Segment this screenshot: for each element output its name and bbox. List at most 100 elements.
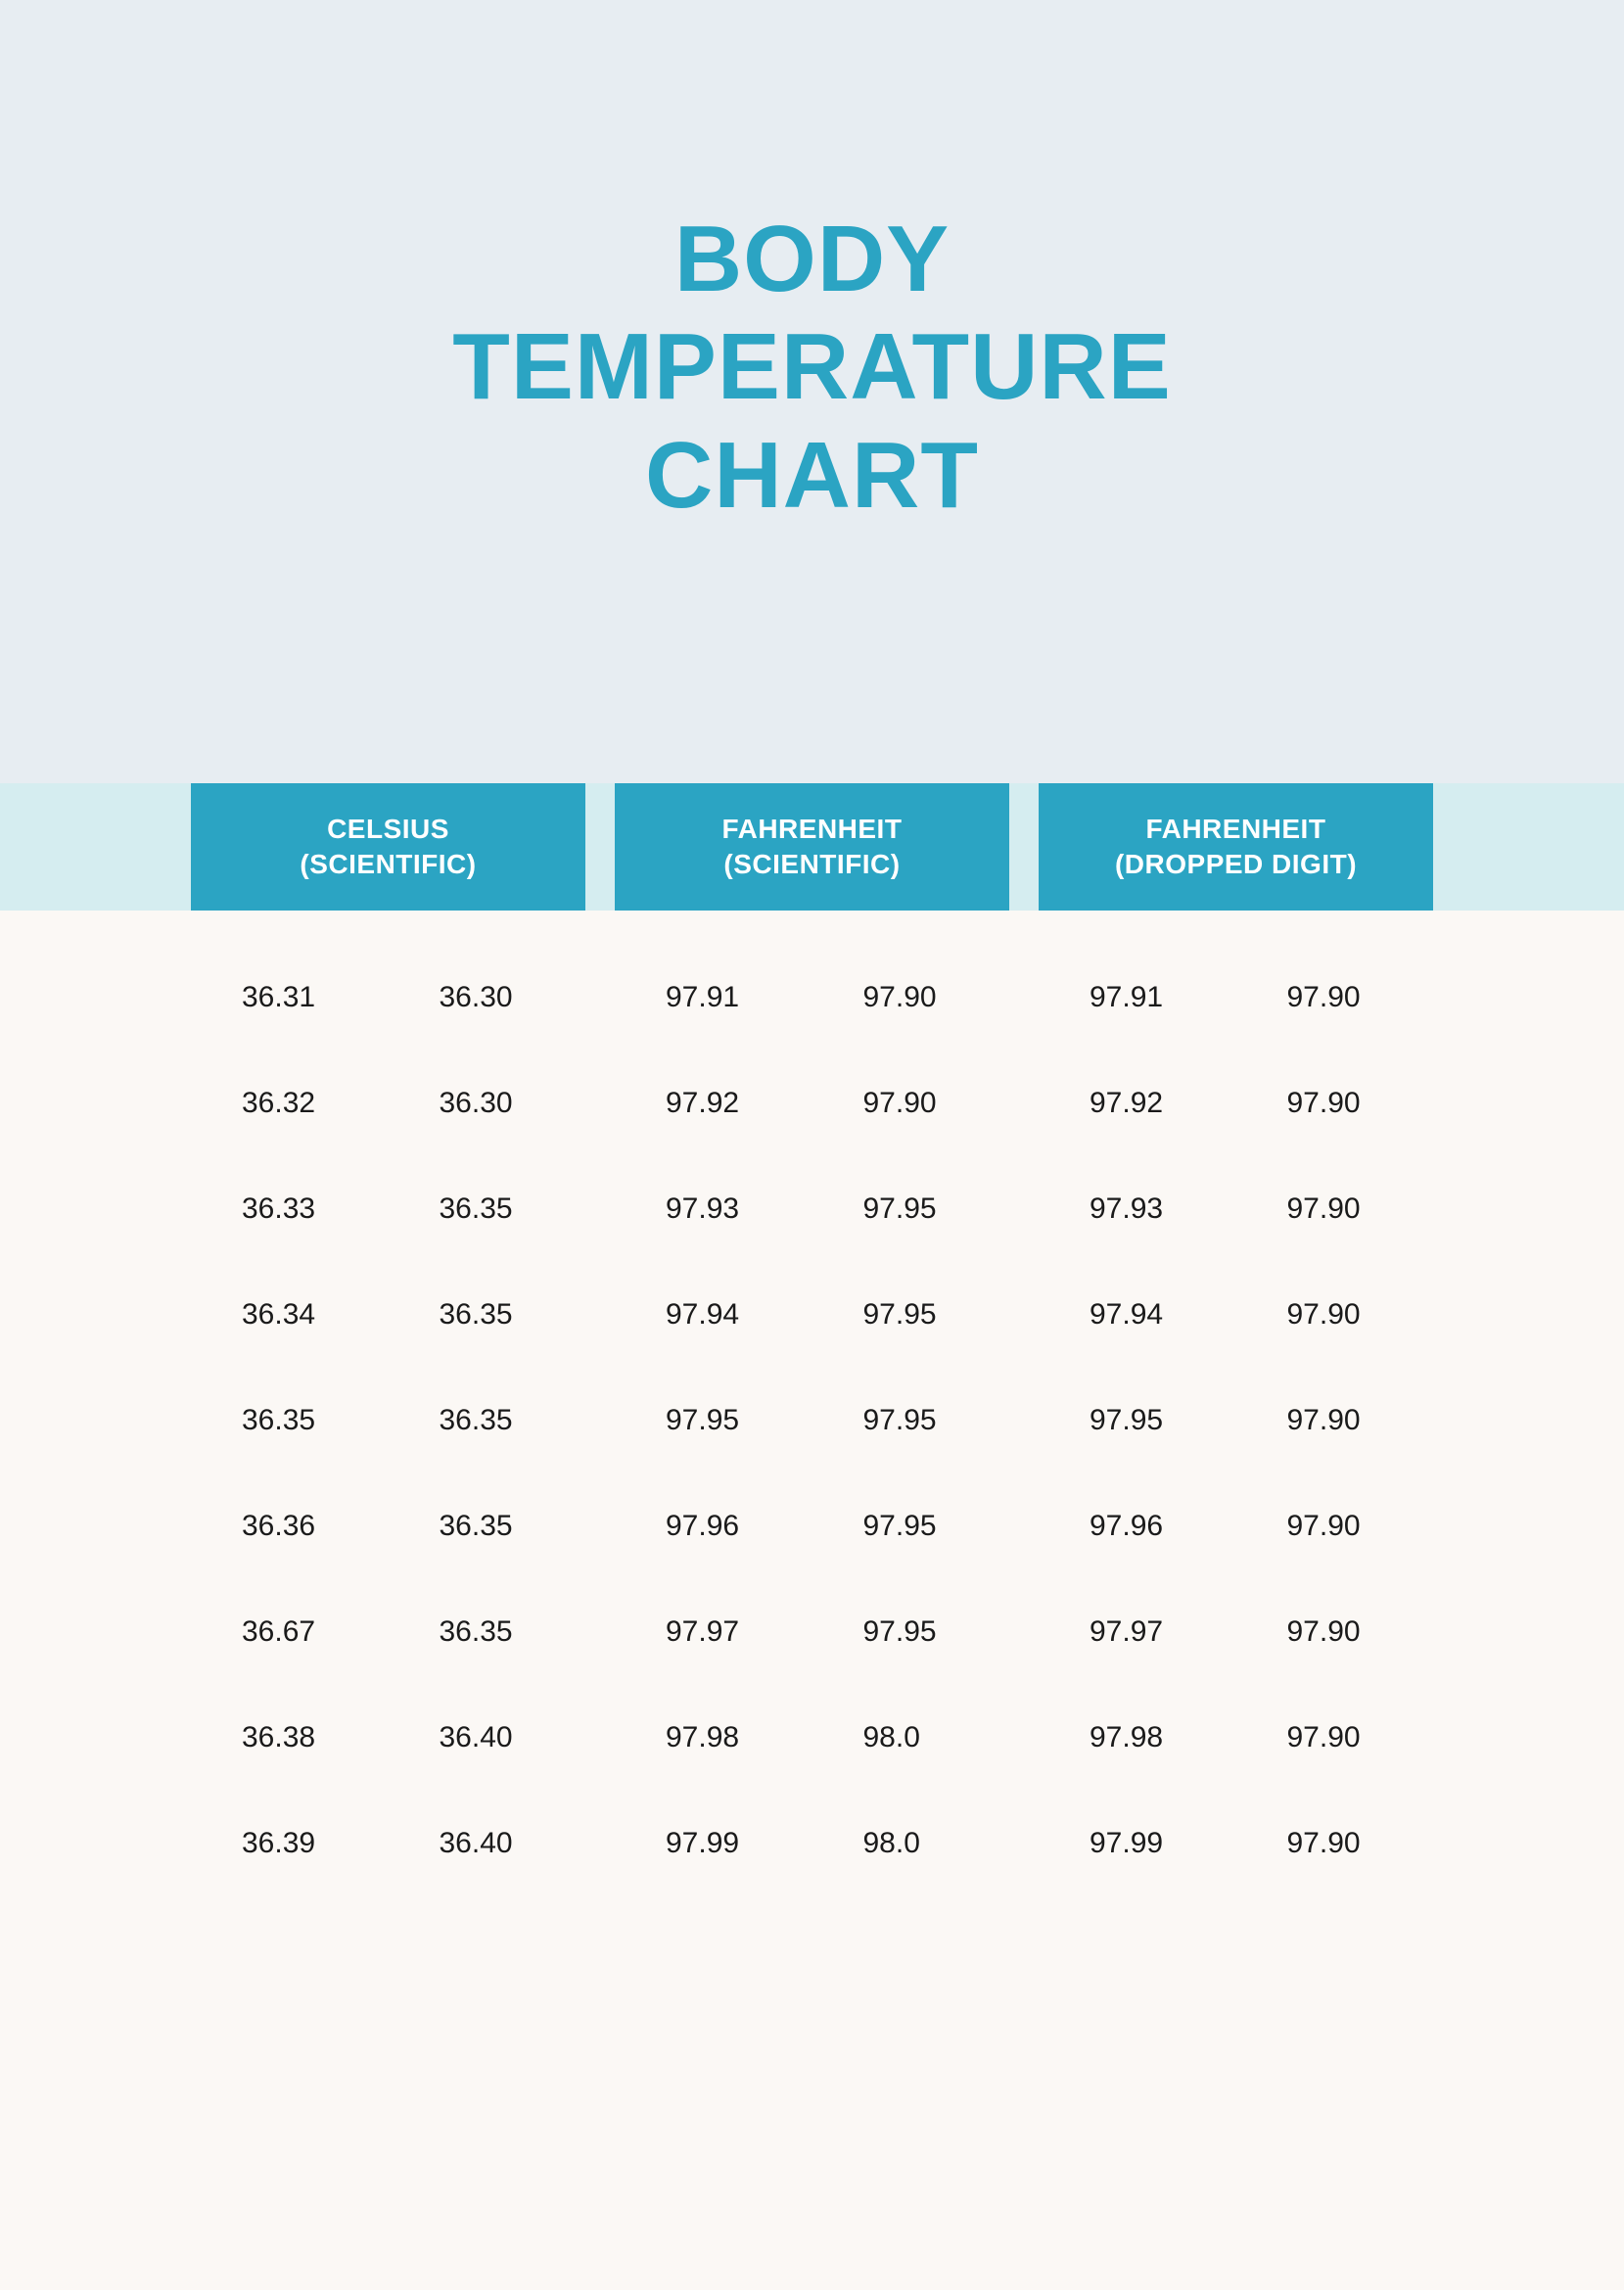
cell-celsius: 36.3436.35: [191, 1298, 585, 1332]
cell-value: 36.35: [389, 1510, 586, 1543]
cell-value: 97.95: [812, 1192, 1010, 1226]
cell-fahrenheit-dropped: 97.9297.90: [1039, 1087, 1433, 1120]
col-header-line: (SCIENTIFIC): [723, 849, 900, 879]
cell-value: 36.35: [389, 1404, 586, 1437]
cell-value: 36.35: [191, 1404, 389, 1437]
table-row: 36.3436.3597.9497.9597.9497.90: [191, 1262, 1433, 1368]
cell-value: 97.94: [1039, 1298, 1236, 1332]
cell-value: 97.99: [615, 1827, 812, 1860]
cell-value: 97.90: [1236, 1298, 1434, 1332]
cell-fahrenheit-scientific: 97.9898.0: [615, 1721, 1009, 1754]
table-row: 36.6736.3597.9797.9597.9797.90: [191, 1579, 1433, 1685]
cell-value: 36.30: [389, 981, 586, 1014]
cell-value: 97.95: [812, 1615, 1010, 1649]
cell-celsius: 36.3336.35: [191, 1192, 585, 1226]
cell-value: 97.94: [615, 1298, 812, 1332]
cell-fahrenheit-dropped: 97.9797.90: [1039, 1615, 1433, 1649]
cell-value: 97.95: [812, 1510, 1010, 1543]
cell-fahrenheit-scientific: 97.9297.90: [615, 1087, 1009, 1120]
col-header-fahrenheit-dropped: FAHRENHEIT (DROPPED DIGIT): [1039, 783, 1433, 911]
cell-value: 97.95: [812, 1298, 1010, 1332]
col-header-line: CELSIUS: [327, 814, 449, 844]
cell-value: 36.35: [389, 1615, 586, 1649]
cell-value: 97.90: [812, 981, 1010, 1014]
table-row: 36.3636.3597.9697.9597.9697.90: [191, 1473, 1433, 1579]
cell-value: 97.95: [1039, 1404, 1236, 1437]
cell-value: 97.96: [615, 1510, 812, 1543]
cell-value: 97.99: [1039, 1827, 1236, 1860]
col-header-fahrenheit-scientific: FAHRENHEIT (SCIENTIFIC): [615, 783, 1009, 911]
table-row: 36.3936.4097.9998.097.9997.90: [191, 1791, 1433, 1896]
cell-value: 97.90: [1236, 1827, 1434, 1860]
page-title: BODYTEMPERATURECHART: [0, 206, 1624, 530]
cell-value: 97.92: [1039, 1087, 1236, 1120]
cell-value: 97.91: [1039, 981, 1236, 1014]
column-headers: CELSIUS (SCIENTIFIC) FAHRENHEIT (SCIENTI…: [191, 783, 1433, 911]
cell-value: 97.95: [812, 1404, 1010, 1437]
cell-value: 36.35: [389, 1192, 586, 1226]
cell-value: 97.95: [615, 1404, 812, 1437]
cell-value: 97.90: [1236, 981, 1434, 1014]
cell-fahrenheit-scientific: 97.9697.95: [615, 1510, 1009, 1543]
cell-value: 36.32: [191, 1087, 389, 1120]
cell-value: 36.36: [191, 1510, 389, 1543]
cell-value: 97.97: [1039, 1615, 1236, 1649]
cell-celsius: 36.3136.30: [191, 981, 585, 1014]
cell-value: 97.98: [615, 1721, 812, 1754]
cell-value: 36.67: [191, 1615, 389, 1649]
cell-value: 36.40: [389, 1721, 586, 1754]
cell-value: 36.31: [191, 981, 389, 1014]
cell-value: 98.0: [812, 1827, 1010, 1860]
col-header-celsius: CELSIUS (SCIENTIFIC): [191, 783, 585, 911]
cell-fahrenheit-scientific: 97.9497.95: [615, 1298, 1009, 1332]
cell-fahrenheit-dropped: 97.9997.90: [1039, 1827, 1433, 1860]
cell-value: 97.90: [1236, 1404, 1434, 1437]
table-row: 36.3836.4097.9898.097.9897.90: [191, 1685, 1433, 1791]
cell-fahrenheit-dropped: 97.9397.90: [1039, 1192, 1433, 1226]
cell-fahrenheit-scientific: 97.9197.90: [615, 981, 1009, 1014]
cell-fahrenheit-dropped: 97.9597.90: [1039, 1404, 1433, 1437]
cell-fahrenheit-scientific: 97.9797.95: [615, 1615, 1009, 1649]
page: BODYTEMPERATURECHART CELSIUS (SCIENTIFIC…: [0, 0, 1624, 2290]
cell-value: 36.39: [191, 1827, 389, 1860]
cell-value: 97.90: [1236, 1192, 1434, 1226]
cell-value: 97.90: [1236, 1721, 1434, 1754]
cell-value: 97.98: [1039, 1721, 1236, 1754]
cell-fahrenheit-dropped: 97.9897.90: [1039, 1721, 1433, 1754]
table-body: 36.3136.3097.9197.9097.9197.9036.3236.30…: [191, 911, 1433, 1896]
cell-celsius: 36.6736.35: [191, 1615, 585, 1649]
table-row: 36.3136.3097.9197.9097.9197.90: [191, 945, 1433, 1051]
cell-fahrenheit-scientific: 97.9998.0: [615, 1827, 1009, 1860]
table-row: 36.3236.3097.9297.9097.9297.90: [191, 1051, 1433, 1156]
cell-value: 98.0: [812, 1721, 1010, 1754]
cell-celsius: 36.3636.35: [191, 1510, 585, 1543]
col-header-line: (SCIENTIFIC): [300, 849, 476, 879]
temperature-table: CELSIUS (SCIENTIFIC) FAHRENHEIT (SCIENTI…: [191, 783, 1433, 1896]
cell-fahrenheit-dropped: 97.9197.90: [1039, 981, 1433, 1014]
cell-celsius: 36.3936.40: [191, 1827, 585, 1860]
cell-celsius: 36.3836.40: [191, 1721, 585, 1754]
cell-value: 97.96: [1039, 1510, 1236, 1543]
table-row: 36.3336.3597.9397.9597.9397.90: [191, 1156, 1433, 1262]
col-header-line: FAHRENHEIT: [722, 814, 903, 844]
col-header-line: (DROPPED DIGIT): [1115, 849, 1357, 879]
cell-celsius: 36.3536.35: [191, 1404, 585, 1437]
cell-value: 97.90: [812, 1087, 1010, 1120]
cell-value: 97.90: [1236, 1510, 1434, 1543]
cell-value: 36.33: [191, 1192, 389, 1226]
cell-value: 97.93: [1039, 1192, 1236, 1226]
cell-fahrenheit-dropped: 97.9497.90: [1039, 1298, 1433, 1332]
cell-value: 97.92: [615, 1087, 812, 1120]
cell-value: 97.93: [615, 1192, 812, 1226]
cell-value: 97.91: [615, 981, 812, 1014]
cell-value: 36.38: [191, 1721, 389, 1754]
cell-value: 36.40: [389, 1827, 586, 1860]
cell-fahrenheit-scientific: 97.9397.95: [615, 1192, 1009, 1226]
table-row: 36.3536.3597.9597.9597.9597.90: [191, 1368, 1433, 1473]
col-header-line: FAHRENHEIT: [1146, 814, 1326, 844]
cell-fahrenheit-scientific: 97.9597.95: [615, 1404, 1009, 1437]
cell-value: 36.30: [389, 1087, 586, 1120]
cell-value: 36.34: [191, 1298, 389, 1332]
cell-fahrenheit-dropped: 97.9697.90: [1039, 1510, 1433, 1543]
cell-value: 97.90: [1236, 1615, 1434, 1649]
